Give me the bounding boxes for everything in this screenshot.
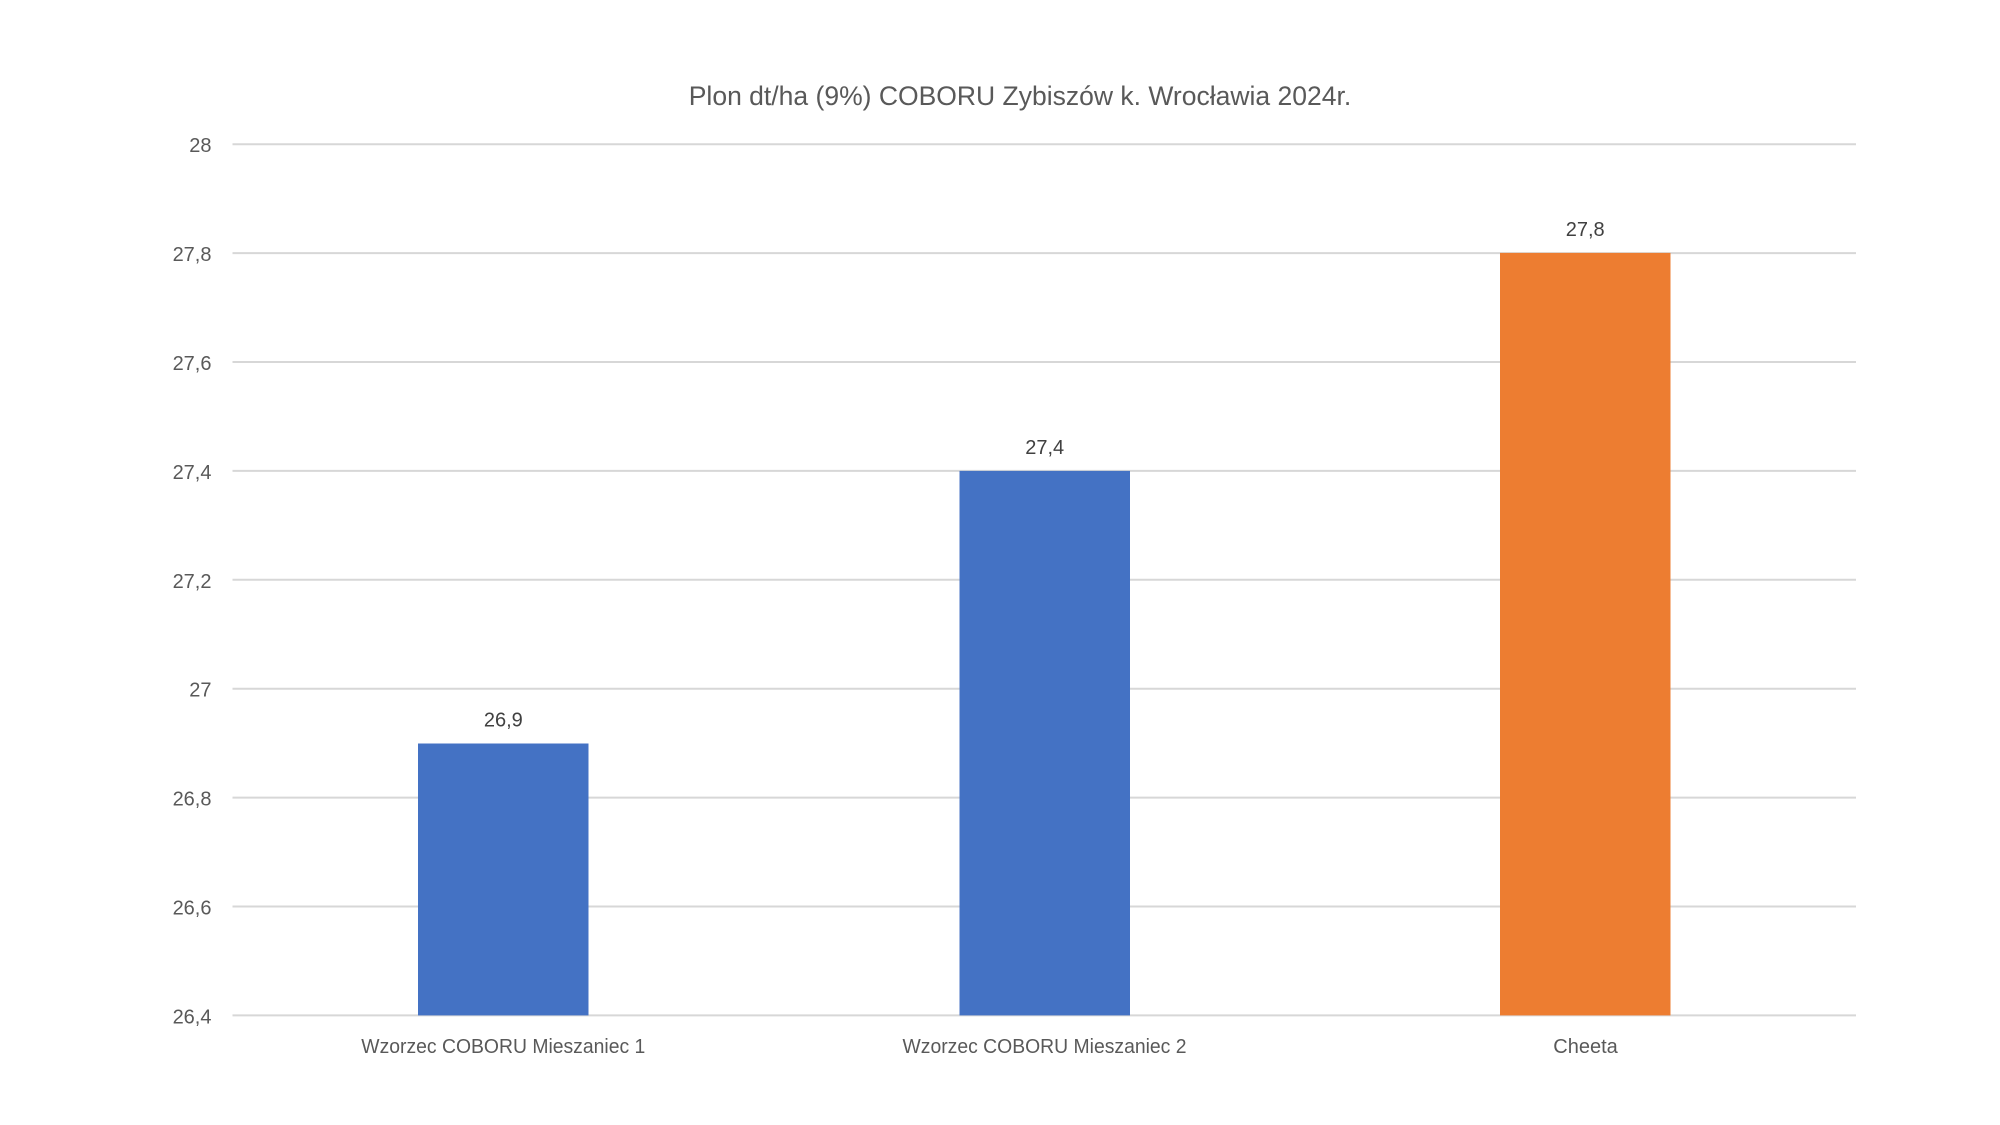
svg-text:26,4: 26,4 (173, 1006, 212, 1028)
svg-text:Wzorzec COBORU Mieszaniec 1: Wzorzec COBORU Mieszaniec 1 (361, 1036, 645, 1058)
svg-text:27,2: 27,2 (173, 571, 212, 593)
svg-text:27,8: 27,8 (1566, 219, 1605, 241)
svg-text:27,6: 27,6 (173, 353, 212, 375)
svg-text:26,6: 26,6 (173, 898, 212, 920)
svg-text:26,9: 26,9 (484, 710, 523, 732)
svg-text:26,8: 26,8 (173, 789, 212, 811)
svg-text:27,8: 27,8 (173, 244, 212, 266)
svg-text:Wzorzec COBORU Mieszaniec 2: Wzorzec COBORU Mieszaniec 2 (903, 1036, 1187, 1058)
svg-text:28: 28 (189, 135, 211, 157)
svg-text:27,4: 27,4 (173, 462, 212, 484)
svg-text:27: 27 (189, 680, 211, 702)
svg-text:Cheeta: Cheeta (1553, 1036, 1618, 1058)
svg-text:27,4: 27,4 (1025, 437, 1064, 459)
svg-text:Plon dt/ha (9%) COBORU Zybiszó: Plon dt/ha (9%) COBORU Zybiszów k. Wrocł… (689, 81, 1352, 111)
